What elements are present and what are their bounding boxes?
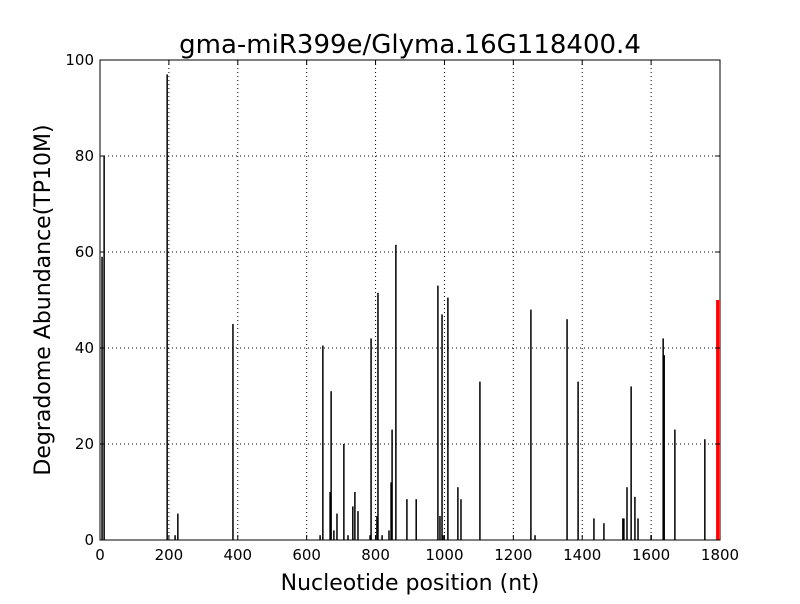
degradome-bar	[381, 535, 383, 540]
x-tick-label: 1600	[632, 546, 670, 564]
degradome-bar	[442, 535, 444, 540]
degradome-bar	[603, 523, 605, 540]
degradome-bar	[662, 338, 664, 540]
degradome-bar	[534, 535, 536, 540]
degradome-bar	[704, 439, 706, 540]
degradome-bar	[623, 518, 625, 540]
degradome-bar	[566, 319, 568, 540]
degradome-bar	[336, 513, 338, 540]
degradome-bar	[390, 482, 392, 540]
degradome-bar	[329, 492, 331, 540]
degradome-bar	[593, 518, 595, 540]
y-tick-label: 20	[75, 435, 94, 453]
degradome-bar	[388, 530, 390, 540]
degradome-bar	[370, 338, 372, 540]
ticks: 0 200 400 600 800 1000 1200 1400 1600 1800 0 20 40 60…	[65, 51, 739, 564]
degradome-bar	[101, 256, 103, 540]
y-tick-label: 40	[75, 339, 94, 357]
degradome-bar	[376, 516, 378, 540]
x-tick-label: 1000	[425, 546, 463, 564]
degradome-bar	[674, 429, 676, 540]
degradome-bar	[391, 429, 393, 540]
degradome-bar	[322, 345, 324, 540]
degradome-bar	[354, 492, 356, 540]
x-tick-label: 400	[223, 546, 252, 564]
degradome-bar	[232, 324, 234, 540]
degradome-bar	[530, 309, 532, 540]
y-tick-label: 80	[75, 147, 94, 165]
grid	[99, 59, 721, 541]
degradome-bar	[333, 530, 335, 540]
y-tick-label: 60	[75, 243, 94, 261]
plot-frame	[99, 59, 721, 541]
degradome-bar	[330, 391, 332, 540]
degradome-bar	[177, 513, 179, 540]
x-tick-label: 0	[95, 546, 105, 564]
degradome-bar	[630, 386, 632, 540]
degradome-bar	[343, 444, 345, 540]
degradome-bar	[174, 535, 176, 540]
degradome-bar	[634, 496, 636, 540]
degradome-bar	[347, 535, 349, 540]
degradome-bar	[357, 511, 359, 540]
degradome-bar	[406, 499, 408, 540]
degradome-bar	[457, 487, 459, 540]
degradome-bar	[663, 355, 665, 540]
y-axis-label: Degradome Abundance(TP10M)	[31, 124, 56, 475]
degradome-bar	[622, 518, 624, 540]
x-tick-label: 600	[292, 546, 321, 564]
x-tick-label: 800	[361, 546, 390, 564]
bars	[101, 74, 720, 541]
degradome-bar	[166, 74, 168, 541]
degradome-bar	[460, 499, 462, 540]
degradome-bar	[395, 244, 397, 541]
x-axis-label: Nucleotide position (nt)	[281, 571, 540, 596]
chart-title: gma-miR399e/Glyma.16G118400.4	[179, 30, 641, 60]
degradome-bar	[447, 297, 449, 540]
degradome-bar	[415, 499, 417, 540]
degradome-bar	[437, 285, 439, 540]
x-tick-label: 200	[155, 546, 184, 564]
degradome-bar	[637, 518, 639, 540]
x-tick-label: 1800	[701, 546, 739, 564]
degradome-bar	[441, 314, 443, 540]
x-tick-label: 1400	[563, 546, 601, 564]
degradome-bar	[439, 516, 441, 540]
degradome-bar	[577, 381, 579, 540]
degradome-bar	[352, 506, 354, 540]
target-site-bar	[716, 300, 720, 540]
degradome-bar	[369, 535, 371, 540]
degradome-bar	[319, 535, 321, 540]
degradome-bar	[479, 381, 481, 540]
y-tick-label: 0	[84, 531, 94, 549]
x-tick-label: 1200	[494, 546, 532, 564]
y-tick-label: 100	[65, 51, 94, 69]
degradome-bar	[377, 292, 379, 540]
degradome-bar	[626, 487, 628, 540]
